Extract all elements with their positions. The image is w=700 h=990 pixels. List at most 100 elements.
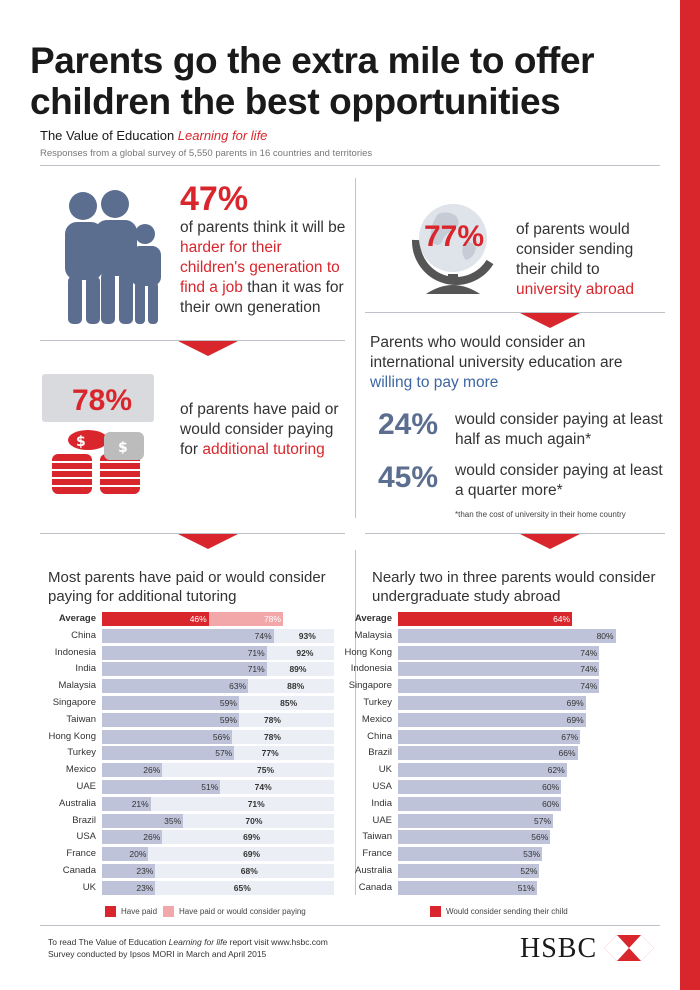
divider-right-2 <box>365 533 665 534</box>
bar-abroad <box>398 729 581 744</box>
dollar-glyph: $ <box>118 440 128 456</box>
bar-consider <box>102 780 274 794</box>
divider-right-1 <box>365 312 665 313</box>
chart-abroad-title: Nearly two in three parents would consid… <box>372 569 656 605</box>
pay-more-text-1: would consider paying at least half as m… <box>455 411 663 448</box>
bar-track <box>102 662 334 677</box>
bar-abroad <box>398 612 573 626</box>
bar-label: UK <box>82 881 96 893</box>
value-paid: 26% <box>143 832 161 843</box>
stat-job-text-red: harder for their children's generation t… <box>180 239 340 296</box>
bar-consider <box>102 696 300 710</box>
legend-abroad: Would consider sending their child <box>446 907 568 916</box>
bar-label: Average <box>58 613 96 624</box>
red-pointer <box>520 313 580 328</box>
red-pointer <box>520 534 580 549</box>
bar-label: Indonesia <box>350 663 392 675</box>
center-divider-bottom <box>355 550 356 895</box>
bar-paid <box>102 813 184 828</box>
bar-paid <box>102 864 156 878</box>
value-consider: 65% <box>233 882 251 893</box>
value-paid: 59% <box>219 714 237 725</box>
stat-job-pct: 47% <box>180 180 249 218</box>
footer-divider <box>40 925 660 926</box>
bar-consider <box>102 796 267 811</box>
bar-consider <box>102 645 316 660</box>
bar-paid <box>102 763 163 778</box>
value-consider: 85% <box>280 698 298 708</box>
value-paid: 23% <box>136 882 154 893</box>
footer-line1-b: report visit www.hsbc.com <box>227 937 328 947</box>
bar-label: UAE <box>372 814 392 826</box>
pay-more-heading-a: Parents who would consider an internatio… <box>370 334 623 371</box>
stat-tutoring-badge <box>42 374 154 422</box>
bar-paid <box>102 880 156 895</box>
bar-label: Canada <box>358 881 392 893</box>
value-paid: 26% <box>143 765 161 776</box>
page-title: Parents go the extra mile to offer child… <box>30 40 595 122</box>
bar-label: Hong Kong <box>344 646 392 658</box>
bar-consider <box>102 612 283 626</box>
bar-consider <box>102 847 263 862</box>
pay-more-heading: Parents who would consider an internatio… <box>370 333 660 393</box>
bar-consider <box>102 729 283 744</box>
bar-track <box>102 763 334 778</box>
value-abroad: 67% <box>561 731 579 742</box>
stat-abroad-text-red: university abroad <box>516 281 635 298</box>
dollar-glyph: $ <box>76 434 86 450</box>
bar-paid <box>102 729 232 744</box>
bar-label: Taiwan <box>362 831 392 843</box>
value-abroad: 80% <box>596 630 614 641</box>
bar-paid <box>102 679 249 694</box>
bar-label: UK <box>378 764 392 776</box>
bar-label: UAE <box>76 781 96 792</box>
value-abroad: 52% <box>520 866 538 876</box>
bar-abroad <box>398 780 562 794</box>
value-abroad: 57% <box>534 815 552 826</box>
bar-abroad <box>398 679 600 694</box>
value-paid: 74% <box>254 630 272 641</box>
value-abroad: 74% <box>580 664 598 675</box>
bar-paid <box>102 712 239 727</box>
legend-swatch-have-paid <box>105 906 116 917</box>
bar-label: France <box>362 848 392 860</box>
bar-abroad <box>398 864 540 878</box>
bar-track <box>102 813 334 828</box>
value-abroad: 74% <box>580 681 598 692</box>
stat-abroad-text: of parents would consider sending their … <box>516 220 656 300</box>
value-consider: 70% <box>245 815 263 826</box>
bar-paid <box>102 847 149 862</box>
legend-swatch-abroad <box>430 906 441 917</box>
stat-abroad-text-a: of parents would consider sending their … <box>516 221 634 278</box>
value-consider: 71% <box>247 798 265 809</box>
bar-abroad <box>398 813 554 828</box>
red-side-stripe <box>680 0 700 990</box>
bar-consider <box>102 712 283 727</box>
value-consider: 78% <box>263 714 281 725</box>
red-pointer <box>178 341 238 356</box>
subtitle: The Value of Education Learning for life <box>40 128 267 143</box>
bar-label: Australia <box>355 865 392 876</box>
value-consider: 77% <box>261 748 279 759</box>
value-consider: 74% <box>254 782 272 792</box>
bar-paid <box>102 746 235 761</box>
value-consider: 69% <box>243 832 261 843</box>
value-paid: 21% <box>131 798 149 809</box>
bar-label: Brazil <box>72 814 96 826</box>
value-consider: 89% <box>289 664 307 675</box>
value-paid: 63% <box>229 681 247 692</box>
bar-paid <box>102 612 209 626</box>
red-pointer <box>178 534 238 549</box>
bar-paid <box>102 696 239 710</box>
bar-paid <box>102 628 274 643</box>
value-paid: 71% <box>247 647 265 658</box>
bar-label: USA <box>76 831 96 843</box>
bar-label: Singapore <box>52 697 96 708</box>
value-abroad: 69% <box>566 698 584 708</box>
bar-paid <box>102 662 267 677</box>
value-paid: 23% <box>136 866 154 876</box>
value-abroad: 62% <box>547 765 565 776</box>
value-abroad: 64% <box>553 614 571 624</box>
stat-tutoring-text: of parents have paid or would consider p… <box>180 400 340 460</box>
value-paid: 20% <box>129 849 147 860</box>
